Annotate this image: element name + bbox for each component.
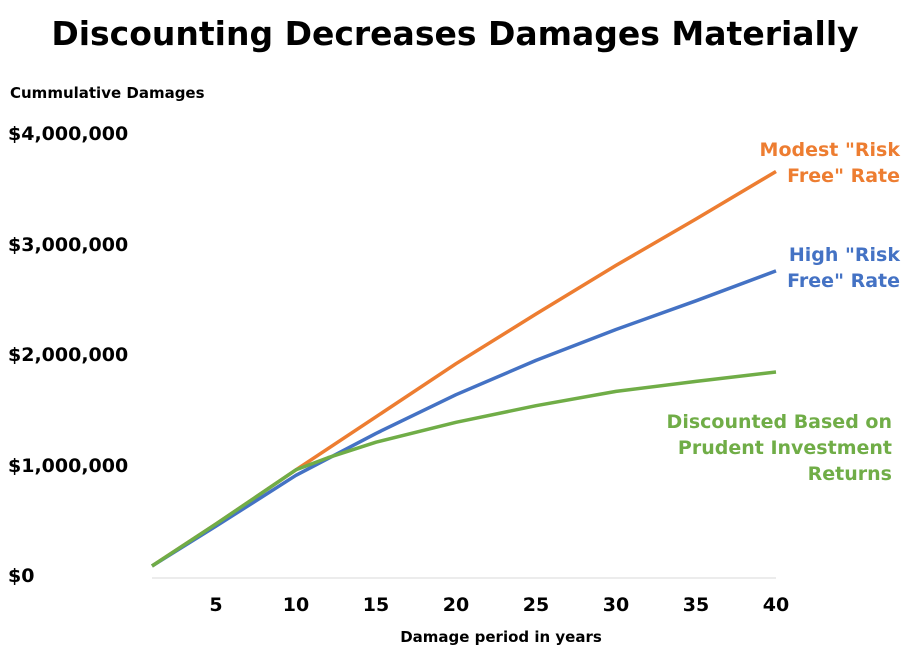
y-tick: $0 <box>8 565 35 587</box>
chart-title: Discounting Decreases Damages Materially <box>51 14 859 53</box>
series-line-discounted <box>151 370 777 568</box>
y-tick: $3,000,000 <box>8 234 129 256</box>
y-tick: $4,000,000 <box>8 123 129 145</box>
x-axis-label: Damage period in years <box>400 628 602 646</box>
x-tick: 40 <box>762 594 790 616</box>
y-axis-label: Cummulative Damages <box>10 84 205 102</box>
x-tick: 5 <box>209 594 223 616</box>
x-tick: 10 <box>282 594 310 616</box>
y-tick: $2,000,000 <box>8 344 129 366</box>
series-label-modest: Modest "Risk Free" Rate <box>759 139 900 187</box>
series-label-high: High "Risk Free" Rate <box>787 244 900 292</box>
series-label-discounted: Discounted Based on Prudent Investment R… <box>666 411 892 485</box>
y-tick: $1,000,000 <box>8 455 129 477</box>
x-tick: 35 <box>682 594 710 616</box>
x-tick: 15 <box>362 594 390 616</box>
x-tick: 20 <box>442 594 470 616</box>
x-tick: 25 <box>522 594 550 616</box>
series-line-high-rate <box>151 269 777 568</box>
x-tick: 30 <box>602 594 630 616</box>
